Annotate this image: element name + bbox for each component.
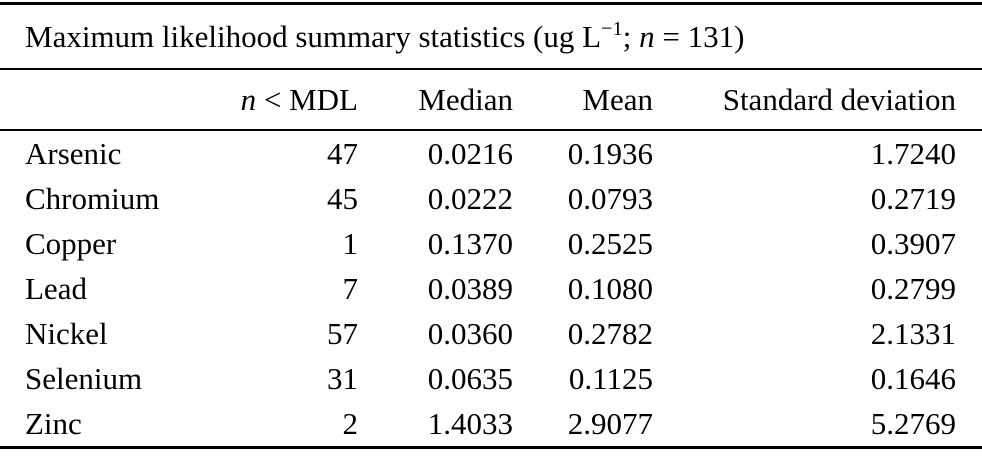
table-row: Chromium 45 0.0222 0.0793 0.2719 (0, 176, 982, 221)
cell-mean: 0.1936 (567, 135, 653, 171)
cell-mean: 0.1125 (568, 360, 653, 396)
cell-n-mdl: 47 (327, 135, 358, 171)
cell-mean: 0.2782 (567, 315, 653, 351)
row-label: Selenium (25, 360, 143, 396)
row-label: Chromium (25, 180, 160, 216)
row-label: Copper (25, 225, 117, 261)
cell-median: 0.0389 (427, 270, 513, 306)
col-header-mean: Mean (513, 69, 653, 131)
table-row: Copper 1 0.1370 0.2525 0.3907 (0, 221, 982, 266)
cell-n-mdl: 57 (327, 315, 358, 351)
col-header-element (0, 69, 185, 131)
col-header-median: Median (358, 69, 513, 131)
table-row: Arsenic 47 0.0216 0.1936 1.7240 (0, 130, 982, 176)
row-label: Nickel (25, 315, 108, 351)
cell-sd: 0.3907 (870, 225, 957, 261)
cell-sd: 5.2769 (870, 405, 957, 441)
cell-median: 0.0635 (427, 360, 513, 396)
cell-sd: 0.2719 (870, 180, 957, 216)
summary-statistics-table: Maximum likelihood summary statistics (u… (0, 2, 982, 449)
cell-sd: 0.2799 (870, 270, 957, 306)
cell-median: 0.0216 (427, 135, 513, 171)
title-n-symbol: n (639, 18, 655, 54)
cell-n-mdl: 1 (342, 225, 359, 261)
cell-mean: 0.2525 (567, 225, 653, 261)
cell-median: 1.4033 (427, 405, 513, 441)
cell-n-mdl: 45 (327, 180, 358, 216)
table-title-row: Maximum likelihood summary statistics (u… (0, 3, 982, 70)
table-row: Zinc 2 1.4033 2.9077 5.2769 (0, 401, 982, 448)
cell-n-mdl: 7 (342, 270, 359, 306)
cell-median: 0.0222 (427, 180, 513, 216)
table-title-text: Maximum likelihood summary statistics (u… (25, 18, 602, 54)
table-row: Nickel 57 0.0360 0.2782 2.1331 (0, 311, 982, 356)
table-title: Maximum likelihood summary statistics (u… (0, 3, 982, 70)
cell-sd: 1.7240 (870, 135, 957, 171)
column-header-row: n < MDL Median Mean Standard deviation (0, 69, 982, 131)
cell-sd: 2.1331 (870, 315, 957, 351)
cell-median: 0.0360 (427, 315, 513, 351)
cell-mean: 0.0793 (567, 180, 653, 216)
cell-n-mdl: 31 (327, 360, 358, 396)
n-mdl-n-symbol: n (240, 81, 257, 117)
table-row: Selenium 31 0.0635 0.1125 0.1646 (0, 356, 982, 401)
title-superscript: −1 (601, 18, 623, 41)
row-label: Arsenic (25, 135, 122, 171)
n-mdl-rest: < MDL (256, 81, 358, 117)
row-label: Zinc (25, 405, 82, 441)
table-row: Lead 7 0.0389 0.1080 0.2799 (0, 266, 982, 311)
cell-sd: 0.1646 (870, 360, 957, 396)
row-label: Lead (25, 270, 87, 306)
title-separator: ; (622, 18, 640, 54)
cell-n-mdl: 2 (342, 405, 359, 441)
cell-mean: 0.1080 (567, 270, 653, 306)
title-suffix: = 131) (654, 18, 745, 54)
paper-table-figure: Maximum likelihood summary statistics (u… (0, 2, 982, 449)
cell-median: 0.1370 (427, 225, 513, 261)
col-header-n-mdl: n < MDL (185, 69, 358, 131)
col-header-sd: Standard deviation (653, 69, 982, 131)
cell-mean: 2.9077 (567, 405, 653, 441)
